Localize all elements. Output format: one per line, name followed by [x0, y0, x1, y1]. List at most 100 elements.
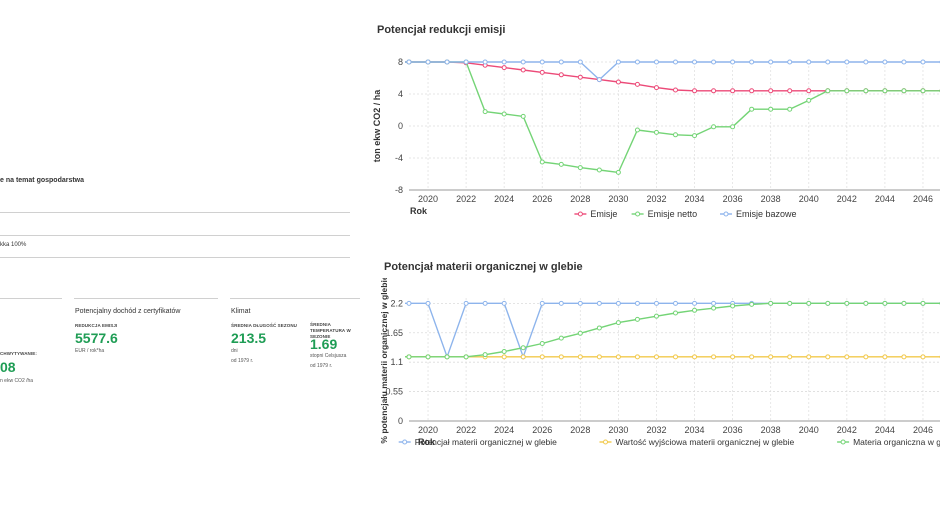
series-warto-wyj-ciowa-materii-organicznej-w-glebie-point [882, 354, 888, 360]
legend-swatch-marker [840, 439, 846, 445]
series-emisje-bazowe-point [920, 59, 926, 65]
series-warto-wyj-ciowa-materii-organicznej-w-glebie-point [634, 354, 640, 360]
series-potencja-materii-organicznej-w-glebie-point [558, 300, 564, 306]
series-emisje-point [787, 88, 793, 94]
series-emisje-bazowe-point [768, 59, 774, 65]
season-length-value: 213.5 [231, 330, 267, 346]
x-tick-label: 2038 [761, 425, 781, 435]
divider [0, 212, 350, 213]
y-tick-label: 8 [398, 57, 403, 67]
series-group [405, 300, 940, 360]
series-emisje-netto-point [768, 106, 774, 112]
series-emisje-bazowe-point [558, 59, 564, 65]
series-emisje-bazowe-point [901, 59, 907, 65]
series-emisje-point [558, 72, 564, 78]
x-tick-label: 2036 [723, 194, 743, 204]
series-emisje-netto-point [577, 165, 583, 171]
farm-row-text: kka 100% [0, 242, 27, 248]
series-emisje-bazowe-point [673, 59, 678, 65]
series-emisje-bazowe-point [406, 59, 412, 65]
series-emisje-bazowe-point [806, 59, 812, 65]
series-warto-wyj-ciowa-materii-organicznej-w-glebie-point [520, 354, 526, 360]
series-potencja-materii-organicznej-w-glebie-point [539, 300, 545, 306]
series-emisje-netto-point [558, 161, 564, 167]
series-potencja-materii-organicznej-w-glebie-line [405, 302, 940, 358]
y-tick-label: -4 [395, 153, 403, 163]
series-emisje-point [520, 67, 526, 73]
y-axis-label: ton ekw CO2 / ha [372, 89, 382, 163]
series-potencja-materii-organicznej-w-glebie-point [653, 300, 659, 306]
card-divider [74, 298, 218, 299]
x-tick-label: 2036 [723, 425, 743, 435]
series-potencja-materii-organicznej-w-glebie-point [463, 300, 469, 306]
y-tick-label: 1.1 [390, 357, 403, 367]
series-emisje-point [388, 60, 392, 64]
series-emisje-bazowe-point [749, 59, 755, 65]
series-emisje-netto-line [405, 61, 940, 174]
series-emisje-netto-point [634, 127, 640, 133]
series-materia-organiczna-w-glebie-point [768, 300, 774, 306]
series-emisje-bazowe-point [787, 59, 793, 65]
income-unit: EUR / rok*ha [75, 348, 105, 354]
series-emisje-point [634, 81, 640, 87]
series-emisje-netto-point [863, 88, 869, 94]
series-emisje-bazowe-point [692, 59, 698, 65]
series-emisje-point [711, 88, 717, 94]
series-materia-organiczna-w-glebie-point [730, 303, 736, 309]
accumulated-label: CHWYTYWANIE: [0, 351, 37, 356]
series-warto-wyj-ciowa-materii-organicznej-w-glebie-point [863, 354, 869, 360]
series-warto-wyj-ciowa-materii-organicznej-w-glebie-point [920, 354, 926, 360]
series-materia-organiczna-w-glebie-point [520, 345, 526, 351]
series-materia-organiczna-w-glebie-point [653, 313, 659, 319]
series-emisje-point [730, 88, 736, 94]
season-temp-value: 1.69 [310, 336, 338, 352]
series-warto-wyj-ciowa-materii-organicznej-w-glebie-point [768, 354, 774, 360]
series-emisje-bazowe-point [863, 59, 869, 65]
series-emisje-netto-point [388, 60, 392, 64]
emissions-chart-title: Potencjał redukcji emisji [377, 24, 506, 36]
card-divider [0, 298, 62, 299]
y-tick-label: 1.65 [385, 328, 403, 338]
series-materia-organiczna-w-glebie-point [444, 354, 450, 360]
x-tick-label: 2026 [532, 194, 552, 204]
series-emisje-line [405, 61, 940, 92]
income-value: 5577.6 [75, 330, 118, 346]
legend-label: Potencjał materii organicznej w glebie [415, 437, 557, 447]
series-materia-organiczna-w-glebie-point [463, 354, 469, 360]
income-label: REDUKCJA EMISJI [75, 323, 118, 328]
legend-label: Emisje bazowe [736, 209, 797, 219]
legend-swatch-marker [577, 211, 583, 217]
series-potencja-materii-organicznej-w-glebie-point [482, 300, 488, 306]
legend-swatch-marker [723, 211, 729, 217]
series-emisje-point [653, 85, 659, 91]
x-tick-label: 2024 [494, 425, 514, 435]
card-divider [230, 298, 360, 299]
series-materia-organiczna-w-glebie-point [501, 348, 507, 354]
series-emisje-bazowe-line [405, 61, 940, 81]
season-temp-label: ŚREDNIA TEMPERATURA W SEZONIE [310, 322, 351, 339]
legend-label: Materia organiczna w glebie [853, 437, 940, 447]
x-tick-label: 2026 [532, 425, 552, 435]
series-emisje-bazowe-point [596, 77, 602, 83]
series-warto-wyj-ciowa-materii-organicznej-w-glebie-point [673, 354, 678, 360]
series-materia-organiczna-w-glebie-point [634, 316, 640, 322]
series-emisje-bazowe-point [653, 59, 659, 65]
series-materia-organiczna-w-glebie-point [558, 335, 564, 341]
series-emisje-bazowe-point [482, 59, 488, 65]
series-emisje-bazowe-point [615, 59, 621, 65]
x-tick-label: 2034 [685, 425, 705, 435]
soil-organic-chart-title: Potencjał materii organicznej w glebie [384, 261, 583, 273]
series-materia-organiczna-w-glebie-point [692, 307, 698, 313]
income-title: Potencjalny dochód z certyfikatów [75, 308, 181, 315]
series-emisje-bazowe-point [463, 59, 469, 65]
series-materia-organiczna-w-glebie-point [577, 330, 583, 336]
series-group [388, 59, 940, 175]
soil-organic-chart: 0 0.55 1.1 1.65 2.2 2020 2022 2024 2026 2028 2030 2… [379, 278, 940, 447]
x-tick-label: 2030 [608, 425, 628, 435]
series-emisje-netto-point [539, 159, 545, 165]
series-emisje-point [539, 69, 545, 75]
series-emisje-bazowe-point [539, 59, 545, 65]
series-emisje-netto-point [520, 113, 526, 119]
accumulated-unit: n ekw CO2 /ha [0, 378, 34, 384]
series-emisje-netto-point [825, 88, 831, 94]
